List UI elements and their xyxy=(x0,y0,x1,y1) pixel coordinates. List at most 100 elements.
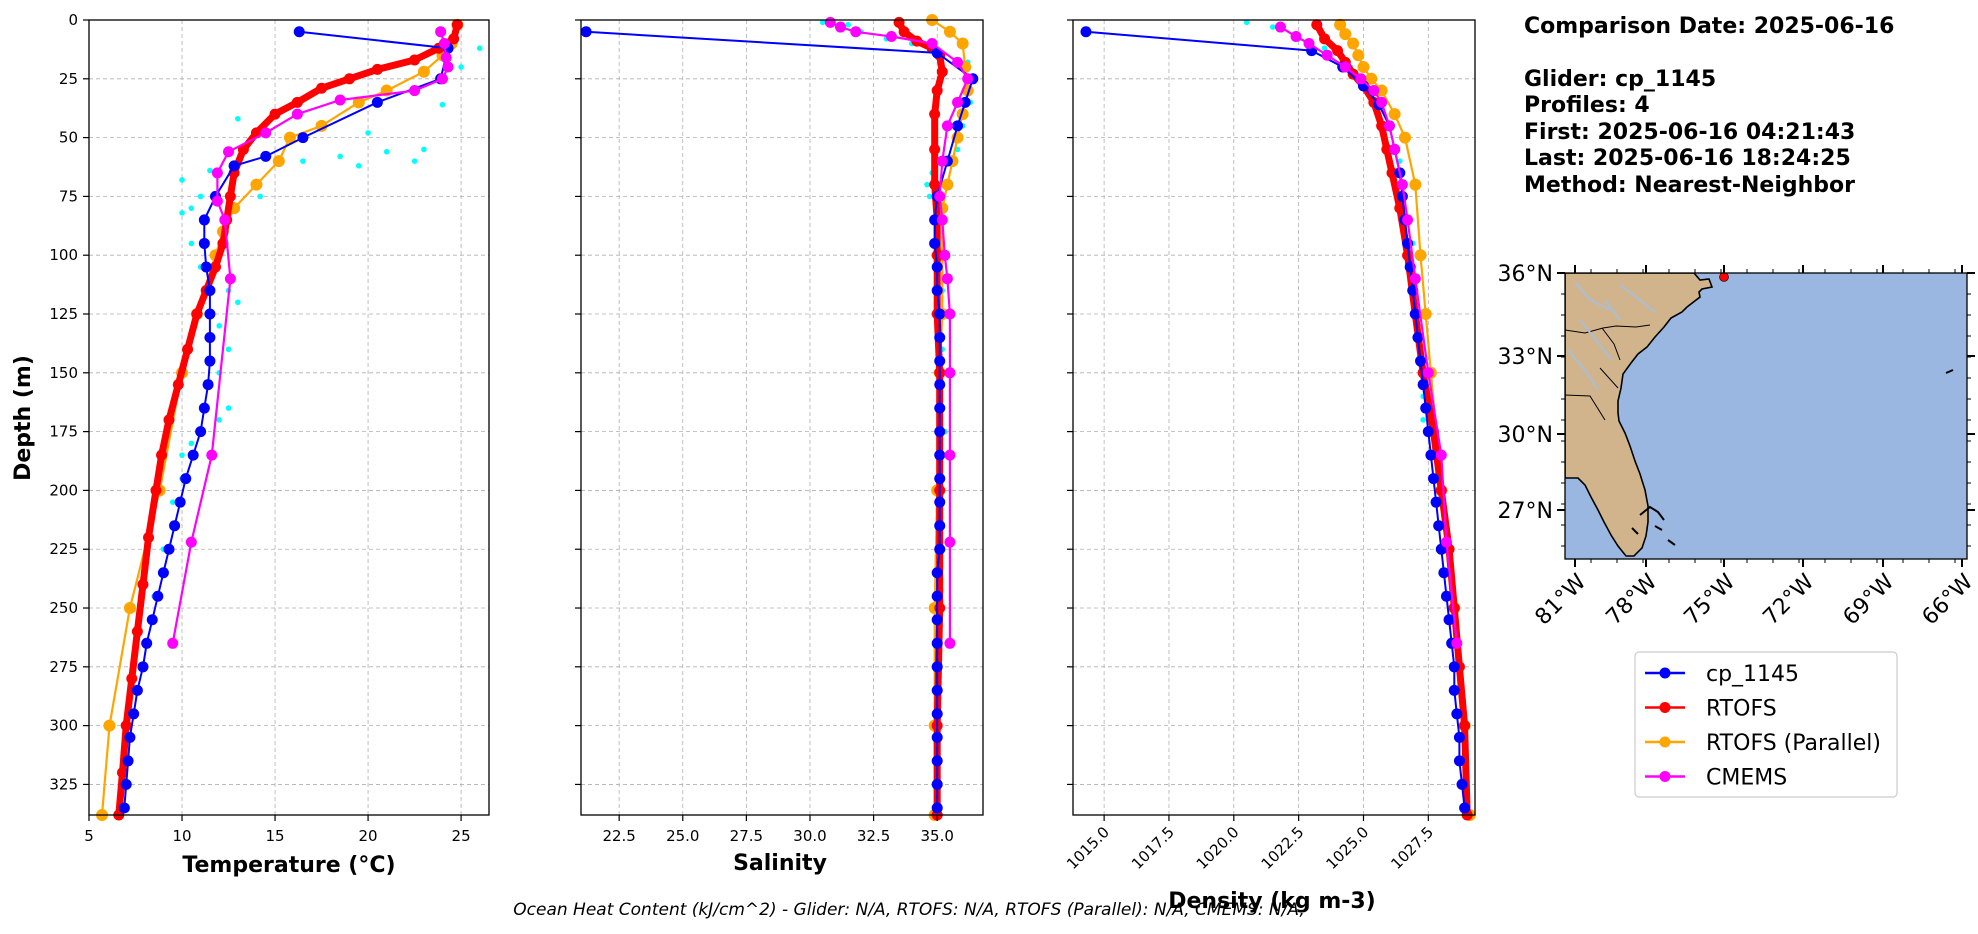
series-point-cmems xyxy=(211,167,223,179)
series-point-cmems xyxy=(1274,21,1286,33)
density-x-ticks: 1015.0 1017.5 1020.0 1022.5 1025.0 1027.5 xyxy=(1063,815,1437,873)
density-grid xyxy=(1073,19,1475,815)
raw-obs-point xyxy=(207,167,213,174)
x-tick-label: 35.0 xyxy=(920,827,953,845)
map-lon-label: 72°W xyxy=(1759,569,1820,630)
map-state-borders xyxy=(1565,324,1651,421)
series-point-glider xyxy=(1422,426,1434,438)
series-point-cmems xyxy=(1440,536,1452,548)
series-point-glider xyxy=(1453,755,1465,767)
series-point-cmems xyxy=(224,273,236,285)
series-point-cmems xyxy=(334,94,346,106)
series-point-rtofs xyxy=(451,19,463,31)
series-point-cmems xyxy=(1303,38,1315,50)
raw-obs-point xyxy=(225,346,232,353)
series-point-glider xyxy=(297,132,309,144)
raw-obs-point xyxy=(439,101,446,108)
series-point-glider xyxy=(931,755,943,767)
series-point-cmems xyxy=(952,96,964,108)
series-point-rtofs-parallel xyxy=(1414,249,1427,262)
series-point-rtofs xyxy=(931,85,943,97)
series-point-glider xyxy=(929,214,941,226)
series-rtofs xyxy=(113,19,463,821)
series-point-glider xyxy=(934,332,946,344)
x-tick-label: 1022.5 xyxy=(1258,823,1308,873)
series-point-glider xyxy=(1080,26,1092,38)
series-point-rtofs xyxy=(898,26,910,38)
y-tick-label: 0 xyxy=(68,11,78,29)
series-point-cmems xyxy=(850,26,862,38)
series-point-glider xyxy=(157,567,169,579)
raw-obs-point xyxy=(926,193,933,200)
series-point-glider xyxy=(198,402,210,414)
series-point-rtofs xyxy=(120,720,132,732)
series-point-rtofs xyxy=(448,33,460,45)
y-tick-label: 250 xyxy=(49,599,78,617)
legend-item-cmems: CMEMS xyxy=(1645,766,1787,791)
series-point-rtofs-parallel xyxy=(941,178,954,191)
series-point-cmems xyxy=(944,637,956,649)
series-point-rtofs xyxy=(343,73,355,85)
series-point-rtofs xyxy=(1459,720,1471,732)
raw-obs-point xyxy=(179,210,185,216)
series-point-glider xyxy=(1433,520,1445,532)
series-point-glider xyxy=(198,214,210,226)
raw-obs-point xyxy=(179,177,185,183)
y-tick-label: 300 xyxy=(49,717,78,735)
series-cmems xyxy=(1274,21,1463,649)
y-tick-label: 275 xyxy=(49,658,78,676)
series-point-glider xyxy=(163,543,175,555)
salinity-x-ticks: 22.5 25.0 27.5 30.0 32.5 35.0 xyxy=(602,815,954,845)
series-glider xyxy=(1080,26,1471,814)
series-point-rtofs xyxy=(1319,33,1331,45)
series-line-rtofs-parallel xyxy=(100,24,459,816)
raw-obs-point xyxy=(216,417,223,423)
density-x-label: Density (kg m-3) xyxy=(1168,889,1376,914)
series-point-glider xyxy=(929,237,941,249)
series-point-glider xyxy=(131,684,143,696)
series-point-rtofs xyxy=(172,379,184,391)
series-point-glider xyxy=(1438,567,1450,579)
series-point-cmems xyxy=(206,449,218,461)
salinity-x-label: Salinity xyxy=(733,851,827,876)
series-point-glider xyxy=(371,96,383,108)
series-point-glider xyxy=(934,543,946,555)
series-line-glider xyxy=(123,30,450,808)
series-point-rtofs xyxy=(116,767,128,779)
series-point-cmems xyxy=(1409,273,1421,285)
series-point-rtofs xyxy=(929,108,941,120)
raw-obs-point xyxy=(924,181,930,188)
x-tick-label: 22.5 xyxy=(602,827,635,845)
series-point-cmems xyxy=(185,536,197,548)
map-lat-label: 33°N xyxy=(1498,345,1553,370)
series-point-glider xyxy=(1430,496,1442,508)
legend-swatch-marker xyxy=(1659,771,1671,782)
raw-obs-point xyxy=(257,193,263,200)
x-tick-label: 10 xyxy=(172,827,191,845)
y-tick-label: 25 xyxy=(59,70,78,88)
series-point-glider xyxy=(934,520,946,532)
map-land-southeast-us xyxy=(1565,273,1714,557)
raw-obs-point xyxy=(476,45,483,52)
salinity-series xyxy=(580,14,979,821)
series-point-cmems xyxy=(211,195,223,207)
y-tick-label: 150 xyxy=(49,364,78,382)
series-point-rtofs-parallel xyxy=(1419,308,1432,321)
x-tick-label: 32.5 xyxy=(857,827,890,845)
x-tick-label: 5 xyxy=(84,827,94,845)
raw-obs-point xyxy=(1420,417,1426,423)
series-point-cmems xyxy=(941,273,953,285)
footer-text: Ocean Heat Content (kJ/cm^2) - Glider: N… xyxy=(513,900,1305,920)
temperature-x-label: Temperature (°C) xyxy=(182,853,395,878)
y-tick-label: 200 xyxy=(49,481,78,499)
density-axes-frame xyxy=(1072,19,1476,816)
series-point-cmems xyxy=(442,61,454,73)
series-point-glider xyxy=(931,661,943,673)
series-point-glider xyxy=(934,402,946,414)
series-point-rtofs xyxy=(1386,167,1398,179)
series-point-cmems xyxy=(824,16,836,28)
series-point-glider xyxy=(128,708,140,720)
legend-item-glider: cp_1145 xyxy=(1645,662,1799,687)
series-point-glider xyxy=(1409,308,1421,320)
series-point-rtofs-parallel xyxy=(272,155,285,168)
